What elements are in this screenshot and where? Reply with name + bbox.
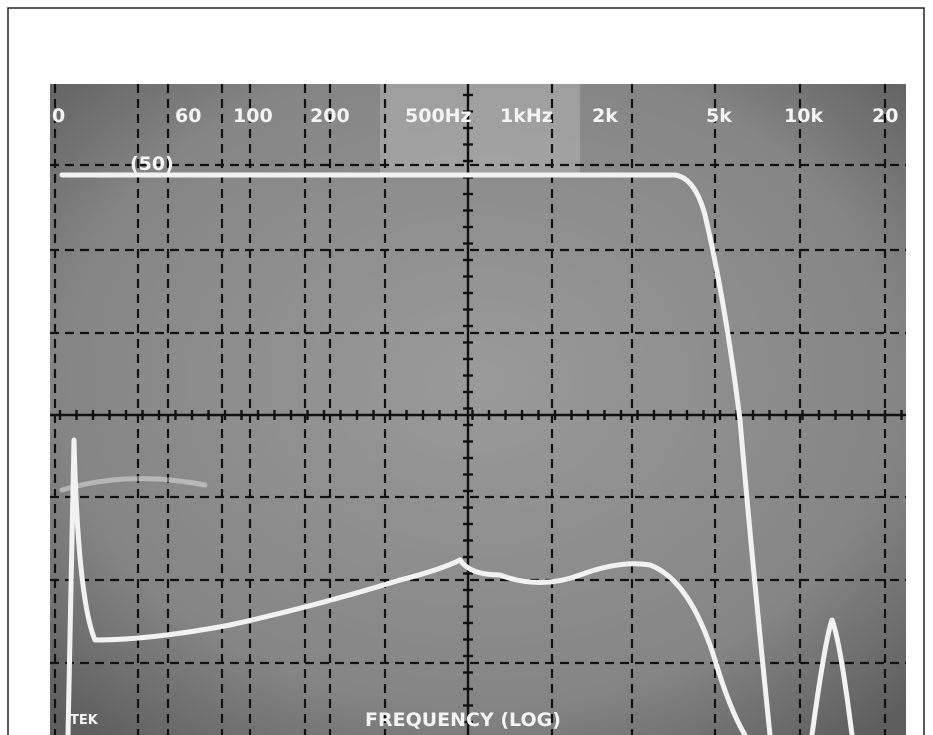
scale-label: 10k	[784, 105, 823, 127]
scale-label: 2k	[592, 105, 618, 127]
screen	[50, 84, 906, 735]
brand-label: TEK	[70, 713, 99, 728]
scale-label: 500Hz	[405, 105, 472, 127]
scale-label: 0	[52, 105, 65, 127]
alias-trace	[809, 617, 855, 735]
axis-title: FREQUENCY (LOG)	[365, 709, 561, 731]
scale-label: 60	[175, 105, 201, 127]
scale-label: 20	[872, 105, 898, 127]
glare	[380, 84, 580, 174]
labels: 0 60 100 200 500Hz 1kHz 2k 5k 10k 20 (50…	[52, 105, 898, 731]
upper-trace	[59, 172, 773, 735]
scale-label: 5k	[706, 105, 732, 127]
marker-label: (50)	[130, 153, 174, 175]
scale-label: 100	[233, 105, 273, 127]
scale-label: 1kHz	[500, 105, 553, 127]
scale-label: 200	[310, 105, 350, 127]
graticule	[50, 84, 906, 735]
lower-trace	[65, 437, 748, 735]
